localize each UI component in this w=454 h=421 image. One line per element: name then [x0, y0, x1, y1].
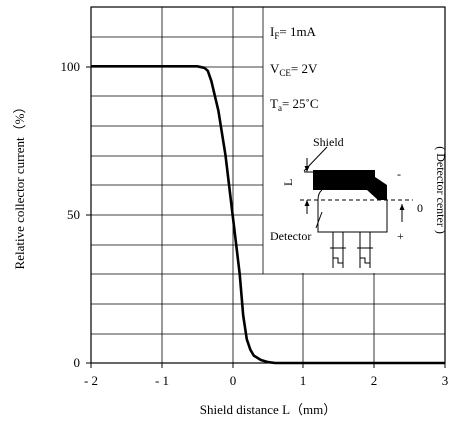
shield-label: Shield: [313, 135, 344, 149]
x-tick-label: - 2: [84, 373, 98, 388]
x-axis-title: Shield distance L（mm）: [200, 402, 336, 417]
lead-bend-2: [360, 257, 370, 264]
detector-diagram: Shield L - 0 + Detector ( Detector cente…: [270, 135, 448, 268]
y-tick-label: 0: [74, 355, 81, 370]
shield-block: [313, 170, 387, 200]
l-arrowhead-down: [304, 166, 310, 172]
l-label: L: [281, 179, 295, 186]
detector-pointer: [315, 211, 323, 229]
x-tick-label: - 1: [155, 373, 169, 388]
plus-label: +: [397, 229, 404, 243]
y-tick-marks: [86, 66, 91, 364]
lead-bend-1: [333, 257, 343, 264]
minus-label: -: [397, 167, 401, 181]
zero-label: 0: [417, 201, 423, 215]
x-tick-label: 1: [300, 373, 307, 388]
condition-ta: Ta= 25˚C: [270, 96, 319, 113]
x-tick-label: 3: [442, 373, 449, 388]
grid: [91, 7, 445, 363]
y-tick-label: 50: [67, 207, 80, 222]
y-axis-title: Relative collector current（%）: [12, 101, 27, 270]
detector-leads: [330, 232, 373, 268]
condition-if: IF= 1mA: [270, 24, 317, 41]
x-tick-label: 2: [371, 373, 378, 388]
y-tick-label: 100: [61, 59, 81, 74]
direction-arrowhead: [399, 204, 405, 210]
l-arrowhead-up: [304, 200, 310, 206]
detector-body: [317, 189, 388, 233]
series-line: [91, 65, 445, 365]
detector-center-label: ( Detector center ): [434, 146, 448, 234]
detector-label: Detector: [270, 229, 311, 243]
condition-vce: VCE= 2V: [270, 61, 318, 78]
x-tick-label: 0: [230, 373, 237, 388]
